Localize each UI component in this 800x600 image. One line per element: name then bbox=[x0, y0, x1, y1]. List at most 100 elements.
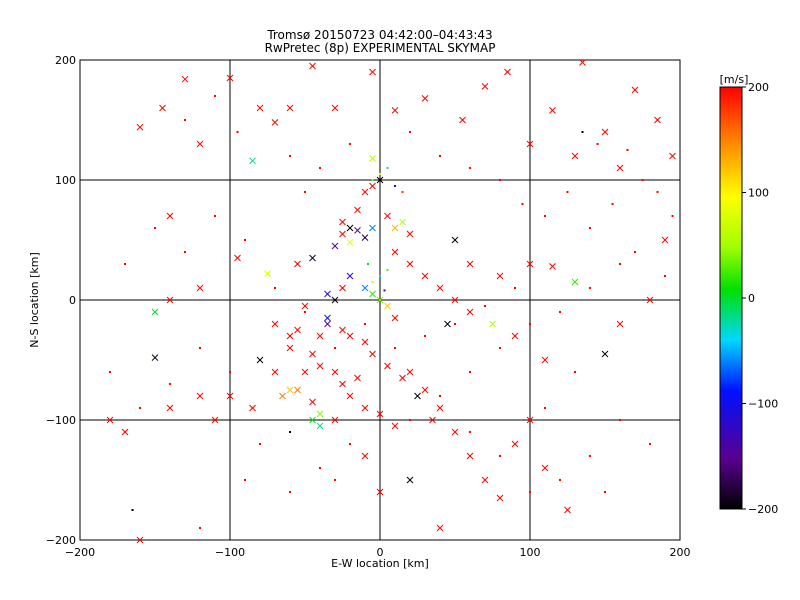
data-point-dot bbox=[671, 215, 674, 217]
data-point-cross bbox=[369, 182, 376, 190]
data-point-cross bbox=[106, 416, 114, 424]
y-tick-label: 0 bbox=[69, 294, 76, 307]
data-point-dot bbox=[589, 287, 591, 289]
data-point-dot bbox=[409, 419, 411, 421]
data-point-dot bbox=[184, 251, 186, 253]
data-point-cross bbox=[316, 332, 324, 340]
x-tick-label: 200 bbox=[670, 546, 691, 559]
colorbar-tick-label: 0 bbox=[748, 292, 755, 305]
colorbar bbox=[719, 86, 743, 510]
data-point-dot bbox=[469, 167, 471, 169]
data-point-cross bbox=[526, 416, 534, 424]
data-point-cross bbox=[579, 59, 586, 66]
data-points bbox=[106, 59, 676, 544]
data-point-dot bbox=[289, 491, 291, 493]
data-point-cross bbox=[451, 296, 459, 304]
data-point-cross bbox=[451, 428, 459, 436]
data-point-cross bbox=[301, 302, 309, 310]
data-point-dot bbox=[529, 491, 531, 493]
data-point-cross bbox=[151, 308, 159, 316]
data-point-cross bbox=[421, 272, 429, 280]
data-point-cross bbox=[414, 392, 421, 400]
data-point-dot bbox=[274, 287, 276, 289]
data-point-cross bbox=[369, 155, 376, 162]
data-point-cross bbox=[331, 242, 339, 250]
data-point-cross bbox=[466, 452, 474, 460]
data-point-cross bbox=[339, 380, 346, 388]
data-point-cross bbox=[331, 104, 339, 112]
colorbar-ticks: 200 100 0 −100 −200 bbox=[742, 81, 778, 516]
data-point-cross bbox=[339, 326, 346, 334]
colorbar-label: [m/s] bbox=[720, 73, 749, 86]
data-point-dot bbox=[124, 263, 126, 265]
data-point-cross bbox=[384, 212, 391, 220]
data-point-dot bbox=[589, 455, 591, 457]
data-point-dot bbox=[521, 203, 524, 205]
data-point-dot bbox=[259, 443, 261, 445]
data-point-dot bbox=[469, 431, 471, 433]
data-point-dot bbox=[499, 455, 501, 457]
data-point-cross bbox=[196, 284, 204, 292]
data-point-cross bbox=[159, 104, 166, 112]
y-tick-label: 200 bbox=[55, 54, 76, 67]
data-point-cross bbox=[436, 284, 444, 292]
colorbar-tick-label: −200 bbox=[748, 503, 778, 516]
data-point-dot bbox=[401, 191, 404, 193]
data-point-dot bbox=[214, 95, 216, 97]
data-point-dot bbox=[596, 143, 599, 145]
data-point-dot bbox=[439, 155, 441, 157]
data-point-dot bbox=[394, 185, 396, 187]
data-point-dot bbox=[379, 173, 381, 175]
data-point-cross bbox=[421, 386, 429, 394]
data-point-cross bbox=[309, 398, 316, 406]
data-point-dot bbox=[499, 347, 501, 349]
data-point-cross bbox=[391, 422, 399, 430]
data-point-cross bbox=[616, 320, 624, 328]
data-point-cross bbox=[136, 123, 144, 131]
data-point-cross bbox=[136, 536, 144, 544]
data-point-cross bbox=[346, 392, 354, 400]
data-point-dot bbox=[559, 479, 561, 481]
data-point-cross bbox=[511, 440, 519, 448]
data-point-cross bbox=[616, 164, 624, 172]
data-point-cross bbox=[301, 368, 309, 376]
data-point-cross bbox=[511, 332, 519, 340]
data-point-cross bbox=[316, 362, 324, 370]
chart-subtitle: RwPretec (8p) EXPERIMENTAL SKYMAP bbox=[265, 41, 496, 55]
data-point-cross bbox=[339, 218, 346, 226]
data-point-cross bbox=[406, 476, 414, 484]
data-point-cross bbox=[481, 476, 489, 484]
data-point-dot bbox=[589, 227, 591, 229]
data-point-dot bbox=[619, 263, 621, 265]
data-point-dot bbox=[656, 191, 659, 193]
data-point-cross bbox=[309, 62, 316, 70]
data-point-cross bbox=[391, 107, 399, 114]
data-point-dot bbox=[409, 131, 411, 133]
data-point-dot bbox=[244, 479, 246, 481]
data-point-dot bbox=[439, 395, 441, 397]
data-point-cross bbox=[309, 254, 316, 262]
data-point-dot bbox=[244, 239, 246, 241]
x-tick-label: 0 bbox=[377, 546, 384, 559]
chart-title: Tromsø 20150723 04:42:00–04:43:43 bbox=[266, 28, 492, 42]
data-point-dot bbox=[199, 527, 201, 529]
data-point-cross bbox=[466, 260, 474, 268]
data-point-cross bbox=[166, 212, 174, 220]
data-point-cross bbox=[271, 320, 279, 328]
data-point-dot bbox=[499, 179, 501, 181]
x-tick-label: −200 bbox=[65, 546, 95, 559]
data-point-cross bbox=[549, 263, 556, 270]
data-point-dot bbox=[544, 407, 546, 409]
data-point-cross bbox=[376, 488, 384, 496]
data-point-cross bbox=[369, 290, 376, 298]
data-point-dot bbox=[664, 275, 666, 277]
data-point-dot bbox=[199, 347, 201, 349]
data-point-cross bbox=[339, 230, 346, 238]
data-point-cross bbox=[361, 338, 369, 346]
data-point-cross bbox=[571, 152, 579, 160]
data-point-cross bbox=[121, 428, 129, 436]
data-point-cross bbox=[549, 107, 556, 114]
data-point-cross bbox=[331, 416, 339, 424]
data-point-cross bbox=[256, 104, 264, 112]
data-point-cross bbox=[376, 176, 384, 184]
